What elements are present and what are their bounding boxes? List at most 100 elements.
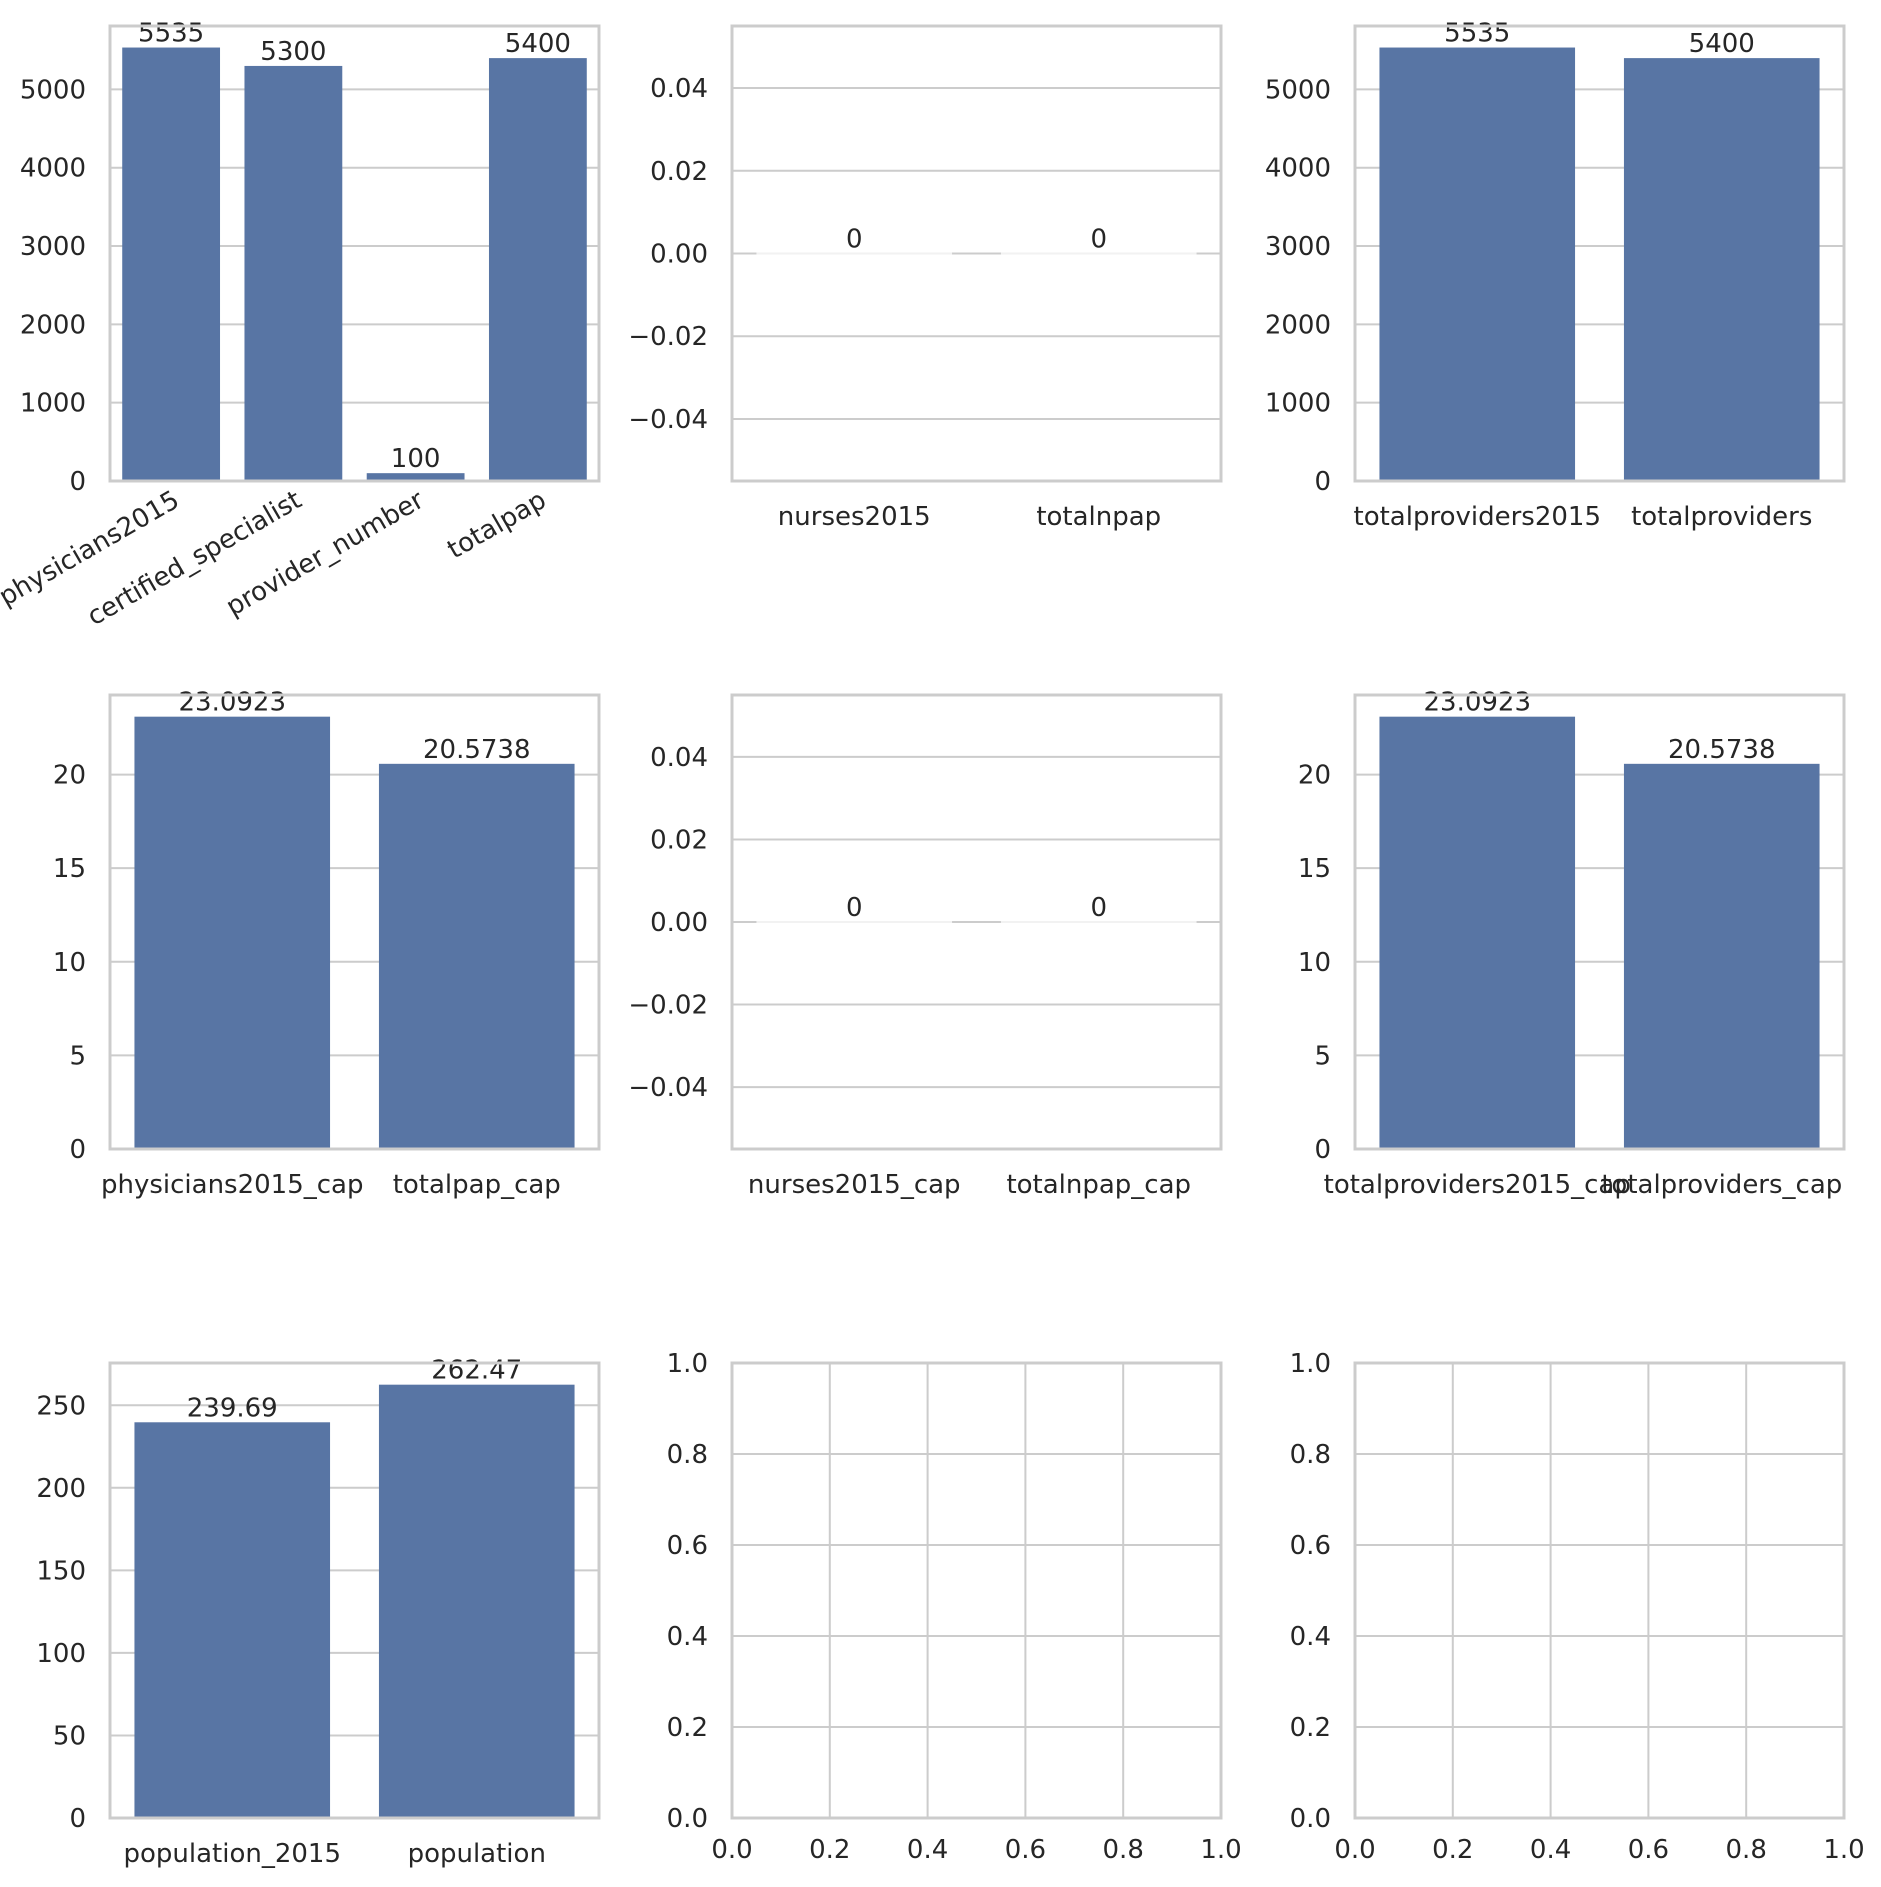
axes-frame: [108, 1361, 601, 1820]
y-tick-label: 2000: [20, 310, 86, 340]
bar: [366, 473, 465, 481]
y-tick-label: 0.2: [1290, 1713, 1331, 1743]
y-tick-label: 100: [36, 1639, 86, 1669]
subplot-6: 0 5 10 15 20 23.0923 totalproviders2015_cap 20.…: [1298, 688, 1846, 1200]
x-tick-label: totalpap_cap: [393, 1170, 561, 1200]
y-tick-label: 0.0: [1290, 1804, 1331, 1834]
x-tick-label: 0.6: [1005, 1835, 1046, 1865]
y-tick-label: −0.04: [628, 405, 708, 435]
y-tick-label: 0.2: [667, 1713, 708, 1743]
bar: [1379, 716, 1576, 1149]
y-tick-label: 0.4: [1290, 1622, 1331, 1652]
y-tick-label: 15: [53, 854, 86, 884]
axes-frame: [1353, 1361, 1846, 1820]
axes-frame: [1353, 693, 1846, 1151]
y-tick-label: 0.6: [1290, 1531, 1331, 1561]
subplot-3: 0 1000 2000 3000 4000 5000 5535 totalproviders2…: [1265, 19, 1846, 532]
subplot-2: −0.04 −0.02 0.00 0.02 0.04 0 nurses2015 0 totaln…: [628, 24, 1223, 532]
bar: [122, 47, 221, 482]
bar-value-label: 5400: [505, 29, 571, 59]
x-tick-label: 0.0: [711, 1835, 752, 1865]
bar-value-label: 0: [846, 225, 863, 255]
x-tick-label: totalproviders: [1631, 502, 1812, 532]
bar-value-label: 23.0923: [1423, 688, 1531, 718]
y-tick-label: 5000: [20, 75, 86, 105]
y-tick-label: 1000: [20, 389, 86, 419]
axes-frame: [108, 693, 601, 1151]
x-tick-label: totalnpap_cap: [1006, 1170, 1191, 1200]
x-tick-label: 0.2: [1432, 1835, 1473, 1865]
x-tick-label: 1.0: [1823, 1835, 1864, 1865]
y-tick-label: 0: [69, 1135, 86, 1165]
y-tick-label: 3000: [1265, 232, 1331, 262]
bar-value-label: 20.5738: [423, 735, 531, 765]
x-tick-label: 0.4: [907, 1835, 948, 1865]
y-tick-label: 1.0: [667, 1349, 708, 1379]
x-tick-label: population_2015: [123, 1839, 341, 1869]
y-tick-label: 20: [1298, 761, 1331, 791]
y-tick-label: 50: [53, 1721, 86, 1751]
y-tick-label: 20: [53, 761, 86, 791]
y-tick-label: 1000: [1265, 389, 1331, 419]
y-tick-label: 5: [1314, 1041, 1331, 1071]
y-tick-label: 0.8: [667, 1440, 708, 1470]
y-tick-label: 0.8: [1290, 1440, 1331, 1470]
y-tick-label: 150: [36, 1556, 86, 1586]
y-tick-label: −0.02: [628, 991, 708, 1021]
bar-value-label: 100: [391, 444, 441, 474]
axes-frame: [1353, 24, 1846, 483]
y-tick-label: 4000: [20, 154, 86, 184]
bar-value-label: 239.69: [187, 1393, 278, 1423]
y-tick-label: 0.0: [667, 1804, 708, 1834]
y-tick-label: 0: [69, 1804, 86, 1834]
bar: [134, 1422, 331, 1818]
x-tick-label: certified_specialist: [82, 485, 307, 632]
bar-value-label: 262.47: [431, 1356, 522, 1386]
bar-value-label: 5400: [1689, 29, 1755, 59]
axes-frame: [730, 1361, 1223, 1820]
x-tick-label: 0.4: [1530, 1835, 1571, 1865]
x-tick-label: totalproviders2015: [1354, 502, 1602, 532]
x-tick-label: nurses2015_cap: [748, 1170, 961, 1200]
y-tick-label: 0.02: [650, 157, 708, 187]
y-tick-label: 0: [1314, 467, 1331, 497]
subplot-4: 0 5 10 15 20 23.0923 physicians2015_cap 20.5738…: [53, 688, 601, 1200]
bar-value-label: 23.0923: [178, 688, 286, 718]
y-tick-label: 2000: [1265, 310, 1331, 340]
y-tick-label: 250: [36, 1391, 86, 1421]
subplot-1: 0100020003000400050005535physicians20155…: [0, 19, 601, 632]
subplot-8: 0.0 0.2 0.4 0.6 0.8 1.0 0.0 0.2 0.4 0.6 0.8 1.0: [667, 1349, 1242, 1865]
y-tick-label: 0.00: [650, 240, 708, 270]
x-tick-label: physicians2015_cap: [101, 1170, 364, 1200]
x-tick-label: totalproviders2015_cap: [1324, 1170, 1631, 1200]
bar: [488, 58, 587, 482]
y-tick-label: 10: [1298, 948, 1331, 978]
bar-value-label: 5300: [260, 37, 326, 67]
x-tick-label: totalpap: [442, 485, 551, 565]
y-tick-label: 1.0: [1290, 1349, 1331, 1379]
y-tick-label: −0.02: [628, 322, 708, 352]
bar-value-label: 5535: [1444, 19, 1510, 49]
x-tick-label: 0.8: [1726, 1835, 1767, 1865]
bar: [244, 65, 343, 481]
x-tick-label: 0.0: [1334, 1835, 1375, 1865]
x-tick-label: nurses2015: [778, 502, 931, 532]
x-tick-label: totalproviders_cap: [1601, 1170, 1842, 1200]
axes-frame: [108, 24, 601, 483]
x-tick-label: 0.8: [1103, 1835, 1144, 1865]
bar-value-label: 0: [1090, 225, 1107, 255]
y-tick-label: 0: [69, 467, 86, 497]
axes-frame: [730, 24, 1223, 483]
y-tick-label: 5: [69, 1041, 86, 1071]
y-tick-label: 10: [53, 948, 86, 978]
y-tick-label: 3000: [20, 232, 86, 262]
y-tick-label: −0.04: [628, 1073, 708, 1103]
bar: [134, 716, 331, 1149]
y-tick-label: 0.6: [667, 1531, 708, 1561]
bar-value-label: 0: [846, 893, 863, 923]
y-tick-label: 5000: [1265, 75, 1331, 105]
bar-value-label: 20.5738: [1668, 735, 1776, 765]
bar-value-label: 5535: [138, 19, 204, 49]
x-tick-label: 1.0: [1200, 1835, 1241, 1865]
